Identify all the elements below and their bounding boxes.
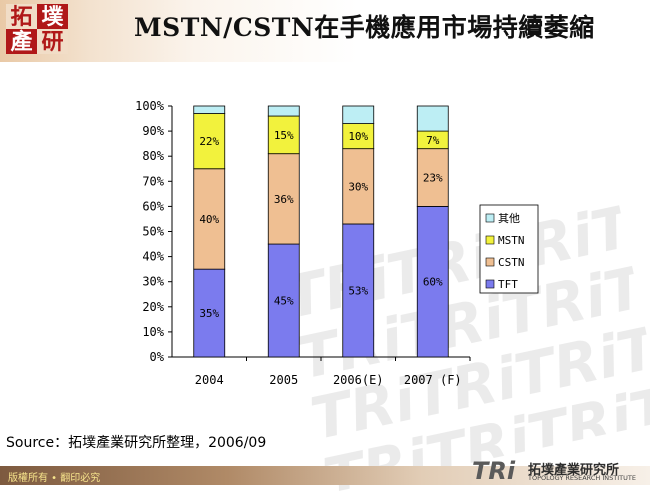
bar-segment [343,106,374,124]
source-note: Source：拓墣產業研究所整理，2006/09 [6,432,266,452]
data-label: 35% [199,307,219,320]
brand-english: TOPOLOGY RESEARCH INSTITUTE [528,474,636,482]
bar-segment [268,106,299,116]
legend-label: CSTN [498,256,525,269]
legend-swatch [486,236,494,244]
y-tick-label: 20% [142,300,164,314]
legend-swatch [486,214,494,222]
y-tick-label: 0% [150,350,165,364]
data-label: 40% [199,213,219,226]
bar-segment [417,106,448,131]
y-tick-label: 50% [142,225,164,239]
stacked-bar-chart: 0% 10% 20% 30% 40% 50% 60% 70% 80% 90% 100% 35% 40% 2… [0,0,650,430]
data-label: 22% [199,135,219,148]
y-tick-label: 30% [142,275,164,289]
x-tick-label: 2004 [195,373,224,387]
legend-label: MSTN [498,234,525,247]
y-tick-label: 90% [142,124,164,138]
brand-mark: TRi [472,458,515,484]
data-label: 53% [348,284,368,297]
brand-logo: TRi 拓墣產業研究所 TOPOLOGY RESEARCH INSTITUTE [472,458,648,484]
legend-label: TFT [498,278,518,291]
y-tick-label: 70% [142,174,164,188]
data-label: 30% [348,180,368,193]
y-tick-label: 40% [142,250,164,264]
legend-swatch [486,258,494,266]
data-label: 23% [423,172,443,185]
copyright-text: 版權所有 • 翻印必究 [8,469,100,484]
legend-label: 其他 [498,212,520,225]
data-label: 10% [348,130,368,143]
x-tick-label: 2006(E) [333,373,384,387]
y-tick-label: 10% [142,325,164,339]
data-label: 7% [426,134,440,147]
x-tick-label: 2005 [269,373,298,387]
data-label: 45% [274,295,294,308]
bar-segment [194,106,225,114]
y-tick-label: 80% [142,149,164,163]
y-tick-label: 60% [142,199,164,213]
data-label: 60% [423,276,443,289]
y-tick-label: 100% [135,99,165,113]
data-label: 36% [274,193,294,206]
legend-swatch [486,280,494,288]
data-label: 15% [274,129,294,142]
x-tick-label: 2007 (F) [404,373,462,387]
